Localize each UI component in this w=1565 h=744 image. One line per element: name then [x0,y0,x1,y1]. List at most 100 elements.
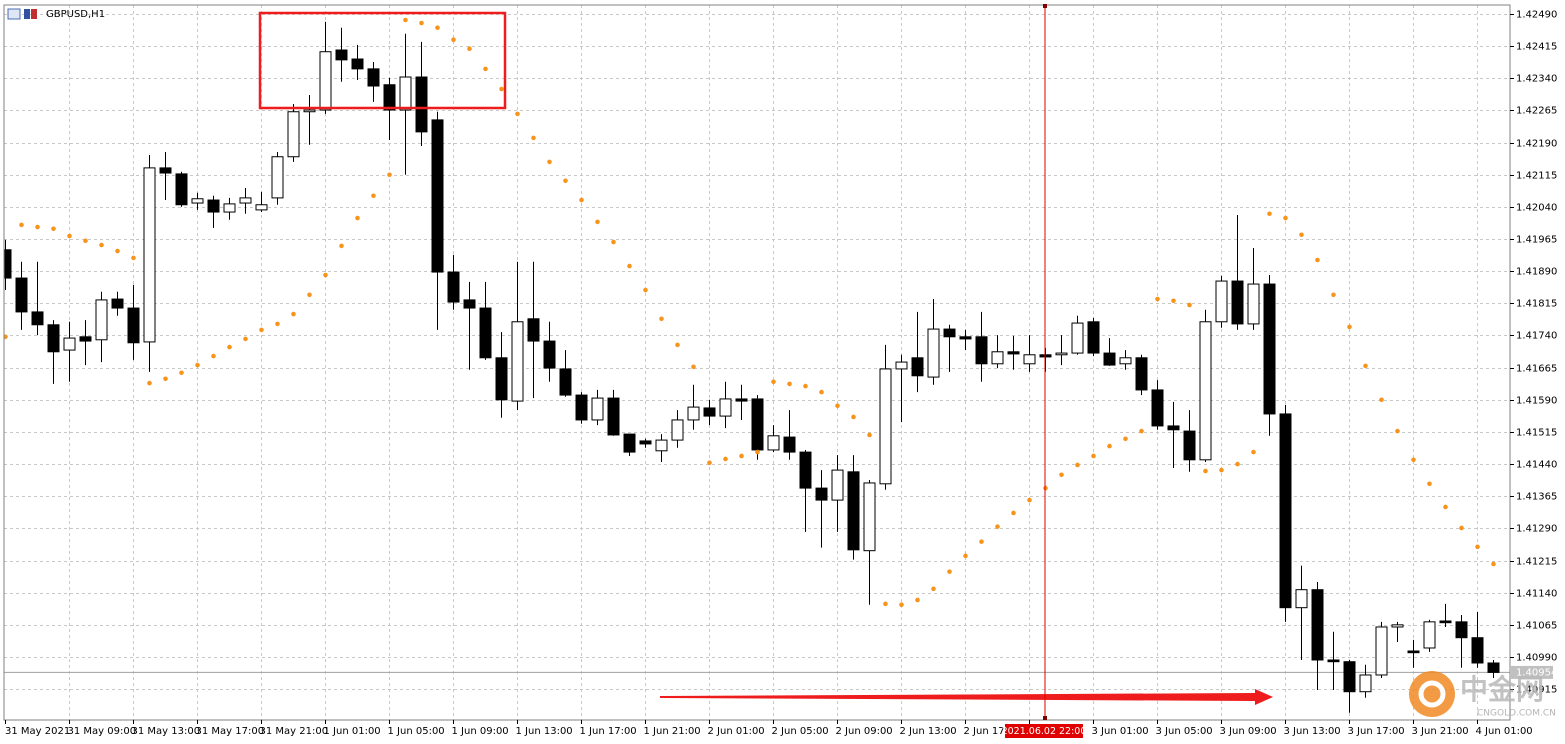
sar-dot [1139,428,1144,434]
candle-body [1103,352,1116,366]
candle-body [255,204,268,211]
sar-dot [83,238,88,244]
x-tick-label: 1 Jun 21:00 [644,726,701,737]
sar-dot [659,316,664,322]
sar-dot [131,255,136,261]
y-tick-label: 1.41890 [1516,267,1557,278]
sar-dot [371,193,376,199]
sar-dot [835,403,840,409]
candle-body [863,482,876,552]
candle-body [1007,351,1020,355]
x-tick-label: 2 Jun 17:00 [964,726,1021,737]
candle-body [927,328,940,378]
sar-dot [67,233,72,239]
candle-body [1407,650,1420,654]
sar-dot [35,224,40,230]
sar-dot [355,215,360,221]
candle-body [351,58,364,70]
candle-body [463,299,476,309]
sar-dot [179,370,184,376]
y-tick-label: 1.41440 [1516,460,1557,471]
sar-dot [1011,510,1016,516]
last-price-label: 1.40954 [1516,667,1557,678]
candle-body [1023,354,1036,365]
candle-body [1183,430,1196,461]
sar-dot [979,539,984,544]
sar-dot [387,172,392,178]
sar-dot [227,344,232,350]
watermark: 中金网 CNGOLD.COM.CN [1409,671,1556,719]
candle-body [431,119,444,273]
sar-dot [1123,436,1128,442]
y-tick-label: 1.41590 [1516,396,1557,407]
plot-frame [3,4,1511,721]
candle-body [719,398,732,417]
candle-body [1231,280,1244,325]
y-tick-label: 1.42340 [1516,74,1557,85]
candle-body [943,328,956,338]
y-tick-label: 1.41815 [1516,299,1557,310]
sar-dot [675,342,680,348]
candle-body [1151,389,1164,427]
sar-dot [563,178,568,184]
watermark-logo-ring [1418,680,1446,708]
sar-dot [707,460,712,466]
x-tick-label: 3 Jun 17:00 [1348,726,1405,737]
candle-body [1167,425,1180,431]
candle-body [959,336,972,340]
candle-body [319,51,332,111]
sar-dot [1443,504,1448,510]
sar-dot [1027,497,1032,503]
candle-body [495,357,508,401]
y-tick-label: 1.41965 [1516,235,1557,246]
sar-dot [1491,561,1496,567]
candle-body [751,398,764,451]
last-price-box [1511,665,1553,679]
sar-dot [899,602,904,607]
x-tick-label: 3 Jun 01:00 [1092,726,1149,737]
crosshair-handle [1043,4,1047,8]
sar-dot [915,597,920,603]
candle-body [1471,637,1484,664]
y-tick-label: 1.41290 [1516,524,1557,535]
candle-body [831,469,844,501]
sar-dot [115,248,120,254]
sar-dot [819,389,824,395]
y-tick-label: 1.41515 [1516,428,1557,439]
candle-body [527,318,540,342]
sar-dot [419,20,424,26]
candle-body [543,340,556,369]
sar-dot [307,292,312,298]
y-tick-label: 1.40990 [1516,653,1557,664]
candle-body [47,324,60,353]
candle-body [783,436,796,453]
candle-body [815,487,828,501]
candle-body [559,368,572,396]
sar-dot [291,311,296,317]
candle-body [143,167,156,343]
sar-dot [947,569,952,574]
candle-body [271,156,284,199]
sar-dot [547,159,552,165]
sar-dot [1267,211,1272,217]
sar-dot [1251,449,1256,455]
candle-body [95,299,108,341]
candle-body [911,357,924,377]
watermark-subtitle: CNGOLD.COM.CN [1477,709,1556,719]
candle-body [1215,280,1228,323]
sar-dot [1395,428,1400,434]
candle-body [367,68,380,87]
x-tick-label: 1 Jun 09:00 [452,726,509,737]
candle-body [655,439,668,452]
crosshair-handle [1043,716,1047,720]
candle-body [111,298,124,309]
x-tick-label: 3 Jun 09:00 [1220,726,1277,737]
sar-dot [99,242,104,248]
candle-body [735,398,748,402]
icon-bar [31,9,37,19]
sar-dot [1379,397,1384,403]
y-tick-label: 1.41365 [1516,492,1557,503]
sar-dot [1075,462,1080,468]
sar-dot [643,287,648,293]
